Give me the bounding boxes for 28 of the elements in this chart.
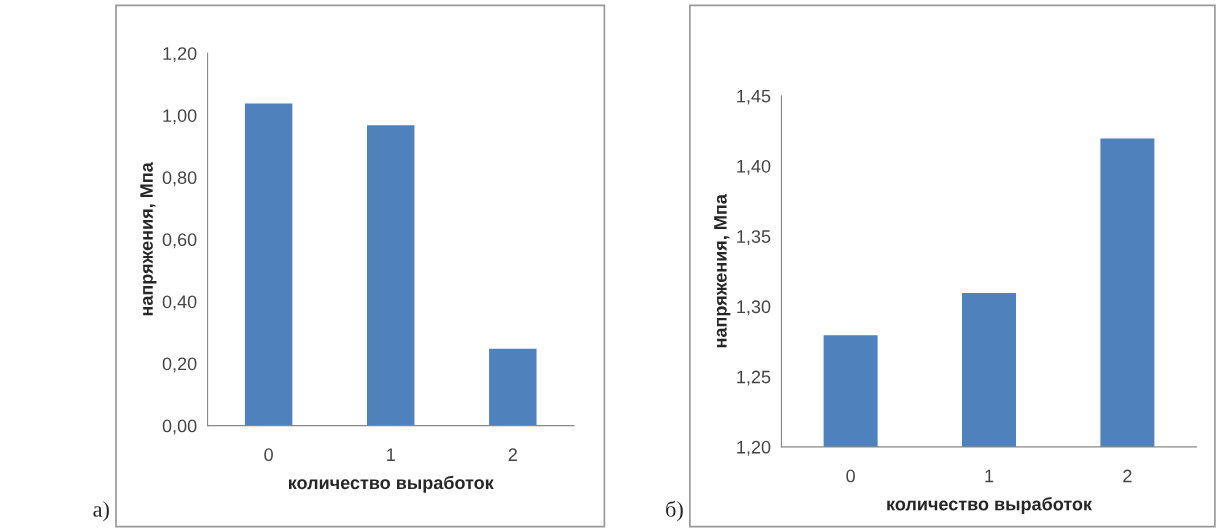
x-axis-title: количество выработок [288,475,494,493]
y-tick-label: 0,20 [162,357,197,373]
bar [243,102,294,426]
text: б) [666,500,683,522]
y-tick-label: 1,35 [737,230,771,246]
bar [487,347,538,426]
x-tick-label: 1 [387,448,395,461]
x-tick-label: 1 [985,469,994,483]
x-axis-title: количество выработок [887,497,1093,515]
y-tick-label: 1,25 [737,370,771,386]
x-tick-label: 2 [1123,469,1132,483]
y-tick-label: 1,45 [737,89,771,105]
x-tick-label: 0 [846,469,855,483]
y-tick-label: 0,40 [162,295,197,311]
y-tick-label: 1,20 [163,47,197,63]
y-tick-label: 1,00 [163,109,197,125]
x-tick-label: 2 [508,448,517,461]
y-tick-label: 1,30 [737,300,771,316]
y-tick-label: 0,60 [162,233,197,249]
y-axis-title: напряжения, Мпа [714,194,731,348]
text: а) [93,501,109,522]
y-axis-title: напряжения, Мпа [140,162,157,316]
y-tick-label: 1,40 [737,159,771,175]
y-tick-label: 0,80 [162,171,197,187]
x-tick-label: 0 [264,448,273,462]
y-tick-label: 1,20 [737,440,771,456]
bar [365,123,416,426]
y-tick-label: 0,00 [162,419,197,435]
